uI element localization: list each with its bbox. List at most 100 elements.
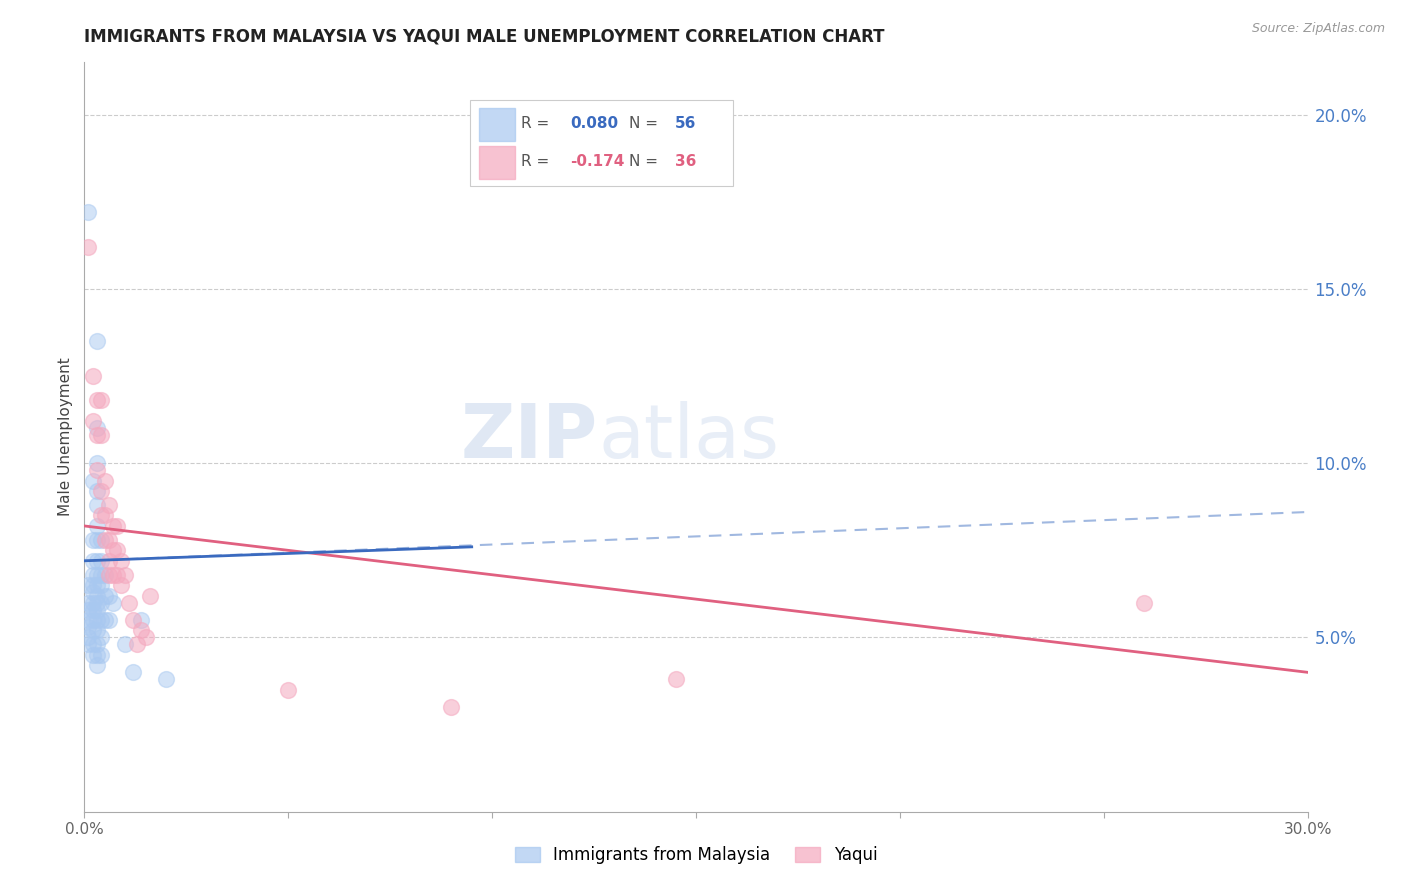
Point [90,648,112,662]
Point [82,474,104,488]
Point [101,596,124,610]
Point [93,567,115,582]
Point [97,567,120,582]
Text: R =: R = [522,116,554,131]
FancyBboxPatch shape [470,100,733,186]
Point [82,613,104,627]
Legend: Immigrants from Malaysia, Yaqui: Immigrants from Malaysia, Yaqui [508,839,884,871]
Point [101,567,124,582]
Point [93,508,115,523]
Point [86,624,108,638]
Point [105,567,128,582]
Point [110,554,132,568]
Point [77,205,100,219]
Point [90,554,112,568]
Point [90,578,112,592]
Point [93,533,115,547]
Text: N =: N = [628,153,662,169]
Point [77,240,100,254]
Point [90,508,112,523]
Point [114,637,136,651]
Point [90,428,112,442]
Point [86,648,108,662]
Point [86,463,108,477]
Point [82,554,104,568]
Point [82,596,104,610]
Point [86,596,108,610]
Point [118,596,141,610]
Point [122,613,145,627]
Point [90,613,112,627]
Point [86,554,108,568]
Point [82,567,104,582]
Point [131,613,153,627]
Point [86,519,108,533]
Point [90,631,112,645]
FancyBboxPatch shape [479,145,515,178]
Point [138,589,160,603]
Point [86,456,108,470]
Point [86,498,108,512]
Point [93,474,115,488]
Text: atlas: atlas [598,401,779,474]
Point [86,334,108,349]
Text: 56: 56 [675,116,696,131]
Point [97,589,120,603]
Point [77,637,100,651]
Point [77,620,100,634]
Text: R =: R = [522,153,554,169]
Point [86,533,108,547]
Point [77,596,100,610]
Text: IMMIGRANTS FROM MALAYSIA VS YAQUI MALE UNEMPLOYMENT CORRELATION CHART: IMMIGRANTS FROM MALAYSIA VS YAQUI MALE U… [84,28,884,45]
Point [93,589,115,603]
Point [101,519,124,533]
Point [114,567,136,582]
Point [82,648,104,662]
Point [90,484,112,499]
Point [1133,596,1156,610]
Text: -0.174: -0.174 [569,153,624,169]
Point [97,533,120,547]
Point [93,613,115,627]
Point [86,613,108,627]
Text: N =: N = [628,116,662,131]
Point [86,421,108,435]
Text: Source: ZipAtlas.com: Source: ZipAtlas.com [1251,22,1385,36]
Point [97,554,120,568]
Point [155,673,177,687]
Point [277,682,299,697]
Point [101,543,124,558]
Point [90,393,112,408]
Point [440,700,463,714]
Point [82,369,104,384]
Text: 0.080: 0.080 [569,116,619,131]
Point [135,631,157,645]
Point [82,414,104,428]
Point [86,589,108,603]
Point [122,665,145,680]
Point [86,484,108,499]
Point [86,602,108,616]
Point [82,637,104,651]
Point [110,578,132,592]
Point [86,658,108,673]
Point [82,602,104,616]
Point [105,519,128,533]
Point [86,567,108,582]
Point [77,578,100,592]
Point [86,428,108,442]
Point [97,498,120,512]
Point [105,543,128,558]
Y-axis label: Male Unemployment: Male Unemployment [58,358,73,516]
Point [77,631,100,645]
FancyBboxPatch shape [479,108,515,141]
Text: ZIP: ZIP [461,401,598,474]
Point [97,613,120,627]
Point [77,613,100,627]
Point [86,578,108,592]
Point [90,533,112,547]
Point [86,637,108,651]
Point [665,673,688,687]
Point [82,585,104,599]
Point [86,393,108,408]
